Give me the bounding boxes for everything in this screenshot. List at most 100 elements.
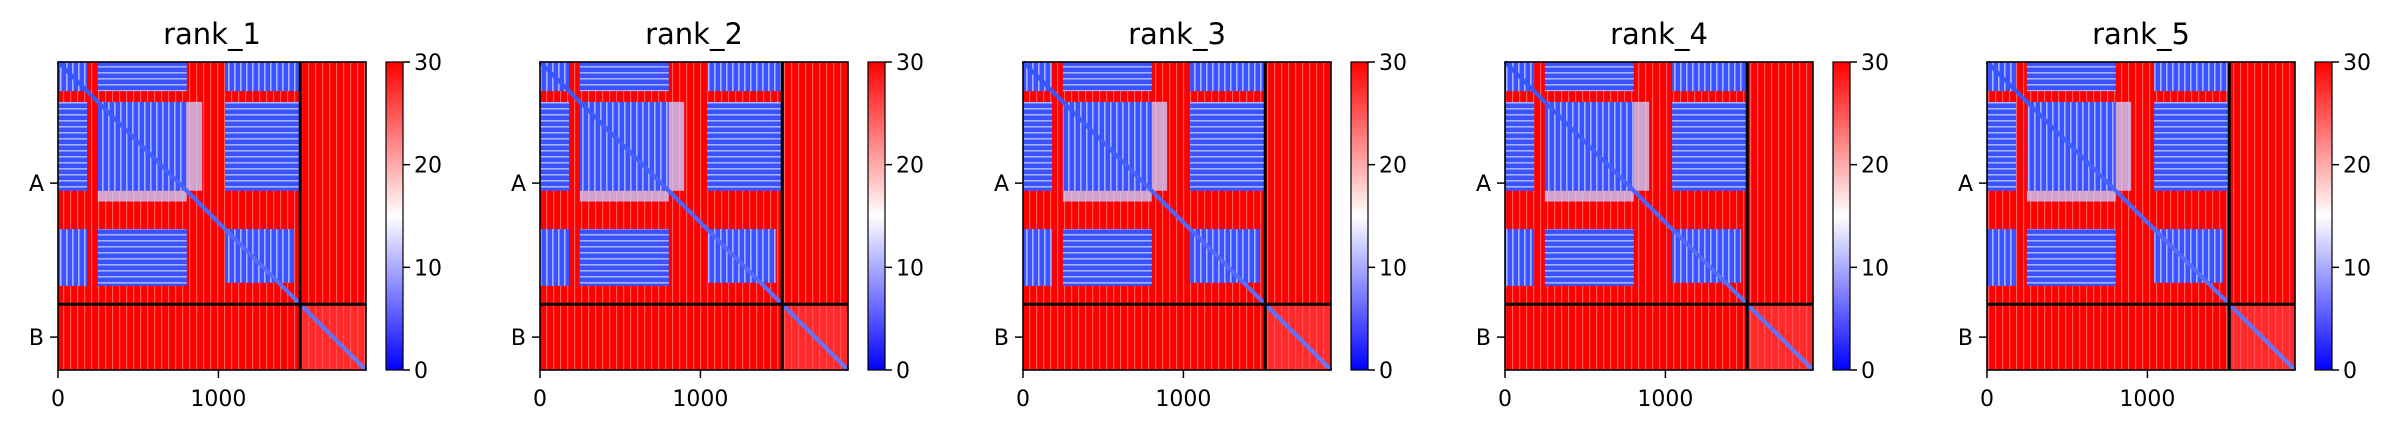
pae-pale-block xyxy=(186,101,203,191)
y-tick-label: A xyxy=(994,172,1009,197)
pae-block-texture xyxy=(225,101,301,191)
y-tick-label: A xyxy=(29,172,44,197)
pae-block-texture xyxy=(1544,229,1634,286)
colorbar-tick-label: 0 xyxy=(414,359,428,384)
pae-block-texture xyxy=(540,101,570,191)
pae-block-texture xyxy=(1190,62,1266,92)
axes-frame xyxy=(539,61,849,371)
pae-block-texture xyxy=(707,101,783,191)
chart-title: rank_5 xyxy=(2092,17,2190,51)
chart-title: rank_2 xyxy=(645,17,743,51)
y-tick-label: B xyxy=(1958,326,1973,351)
colorbar-tick-label: 10 xyxy=(1379,256,1407,281)
y-tick-label: B xyxy=(994,326,1009,351)
pae-pale-block xyxy=(1062,190,1152,202)
x-tick-label: 0 xyxy=(1498,387,1512,412)
colorbar-tick-label: 10 xyxy=(896,256,924,281)
pae-block-texture xyxy=(2154,62,2230,92)
pae-block-texture xyxy=(1672,101,1748,191)
heatmap-diagonal xyxy=(1985,60,2297,372)
colorbar-tick-label: 0 xyxy=(1379,359,1393,384)
pae-block-texture xyxy=(225,62,301,92)
colorbar-tick-label: 0 xyxy=(1861,359,1875,384)
y-tick-label: B xyxy=(1476,326,1491,351)
colorbar-tick-label: 0 xyxy=(896,359,910,384)
y-tick-label: B xyxy=(29,326,44,351)
pae-block-texture xyxy=(2026,62,2116,92)
pae-block-texture xyxy=(1672,62,1748,92)
pae-block-texture xyxy=(1190,101,1266,191)
colorbar-tick-label: 20 xyxy=(1861,154,1889,179)
colorbar-tick-label: 30 xyxy=(1379,51,1407,76)
y-tick-label: A xyxy=(1476,172,1491,197)
pae-block-texture xyxy=(707,62,783,92)
pae-block-texture xyxy=(540,229,570,286)
x-tick-label: 0 xyxy=(533,387,547,412)
colorbar-tick-label: 10 xyxy=(2343,256,2371,281)
colorbar-tick-label: 30 xyxy=(2343,51,2371,76)
chart-title: rank_3 xyxy=(1128,17,1226,51)
axes-frame xyxy=(57,61,367,371)
axes-frame xyxy=(1504,61,1814,371)
pae-block-texture xyxy=(1505,229,1535,286)
pae-block-texture xyxy=(58,229,88,286)
pae-pale-block xyxy=(1633,101,1650,191)
pae-block-texture xyxy=(97,229,187,286)
colorbar-tick-label: 20 xyxy=(2343,154,2371,179)
pae-pale-block xyxy=(668,101,685,191)
colorbar-tick-label: 30 xyxy=(896,51,924,76)
colorbar-tick-label: 20 xyxy=(896,154,924,179)
pae-block-texture xyxy=(579,62,669,92)
pae-pale-block xyxy=(2115,101,2132,191)
colorbar xyxy=(1350,61,1369,371)
x-tick-label: 1000 xyxy=(190,387,246,412)
colorbar xyxy=(867,61,886,371)
colorbar-tick-label: 30 xyxy=(414,51,442,76)
pae-pale-block xyxy=(1151,101,1168,191)
colorbar-tick-label: 20 xyxy=(414,154,442,179)
heatmap-diagonal xyxy=(56,60,368,372)
x-tick-label: 1000 xyxy=(1155,387,1211,412)
pae-block-texture xyxy=(1987,101,2017,191)
chart-panel-1: rank_1 0 1000 A B 0 10 20 30 xyxy=(29,17,442,412)
chart-panel-2: rank_2 0 1000 A B 0 10 20 30 xyxy=(511,17,924,412)
x-tick-label: 0 xyxy=(1980,387,1994,412)
y-tick-label: A xyxy=(511,172,526,197)
x-tick-label: 1000 xyxy=(672,387,728,412)
heatmap-diagonal xyxy=(1503,60,1815,372)
pae-block-texture xyxy=(1544,62,1634,92)
pae-block-texture xyxy=(97,62,187,92)
pae-pale-block xyxy=(1544,190,1634,202)
x-tick-label: 1000 xyxy=(2119,387,2175,412)
colorbar xyxy=(2314,61,2333,371)
pae-pale-block xyxy=(2026,190,2116,202)
colorbar xyxy=(385,61,404,371)
y-tick-label: A xyxy=(1958,172,1973,197)
pae-block-texture xyxy=(1987,229,2017,286)
colorbar-tick-label: 20 xyxy=(1379,154,1407,179)
colorbar-tick-label: 0 xyxy=(2343,359,2357,384)
chart-title: rank_4 xyxy=(1610,17,1708,51)
pae-pale-block xyxy=(97,190,187,202)
pae-block-texture xyxy=(1505,101,1535,191)
pae-block-texture xyxy=(1062,229,1152,286)
chart-panel-4: rank_4 0 1000 A B 0 10 20 30 xyxy=(1476,17,1889,412)
axes-frame xyxy=(1986,61,2296,371)
pae-block-texture xyxy=(579,229,669,286)
pae-block-texture xyxy=(1062,62,1152,92)
pae-block-texture xyxy=(1023,229,1053,286)
pae-block-texture xyxy=(58,101,88,191)
pae-block-texture xyxy=(2026,229,2116,286)
pae-block-texture xyxy=(1023,101,1053,191)
pae-pale-block xyxy=(579,190,669,202)
x-tick-label: 0 xyxy=(51,387,65,412)
x-tick-label: 1000 xyxy=(1637,387,1693,412)
y-tick-label: B xyxy=(511,326,526,351)
pae-block-texture xyxy=(2154,101,2230,191)
colorbar-tick-label: 10 xyxy=(1861,256,1889,281)
axes-frame xyxy=(1022,61,1332,371)
colorbar-tick-label: 30 xyxy=(1861,51,1889,76)
colorbar-tick-label: 10 xyxy=(414,256,442,281)
x-tick-label: 0 xyxy=(1016,387,1030,412)
